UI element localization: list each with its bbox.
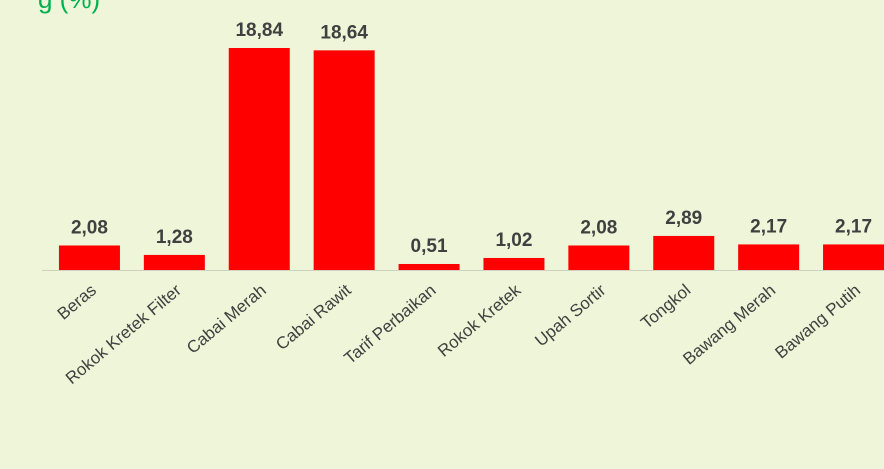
data-label: 2,17 — [835, 216, 872, 237]
bar — [58, 245, 120, 270]
data-label: 18,84 — [235, 20, 283, 41]
bar — [738, 244, 800, 270]
data-label: 2,08 — [71, 217, 108, 238]
data-label: 1,28 — [156, 227, 193, 248]
data-label: 2,08 — [580, 217, 617, 238]
bar — [568, 245, 630, 270]
bar — [398, 263, 460, 270]
bar — [483, 257, 545, 270]
bar — [823, 244, 884, 270]
bar — [653, 235, 715, 270]
data-label: 1,02 — [495, 230, 532, 251]
bar — [228, 48, 290, 270]
data-label: 18,64 — [320, 22, 368, 43]
data-label: 2,17 — [750, 216, 787, 237]
bar — [143, 254, 205, 270]
data-label: 2,89 — [665, 208, 702, 229]
bar — [313, 50, 375, 270]
data-label: 0,51 — [411, 236, 448, 257]
chart-title: g (%) — [38, 0, 100, 14]
